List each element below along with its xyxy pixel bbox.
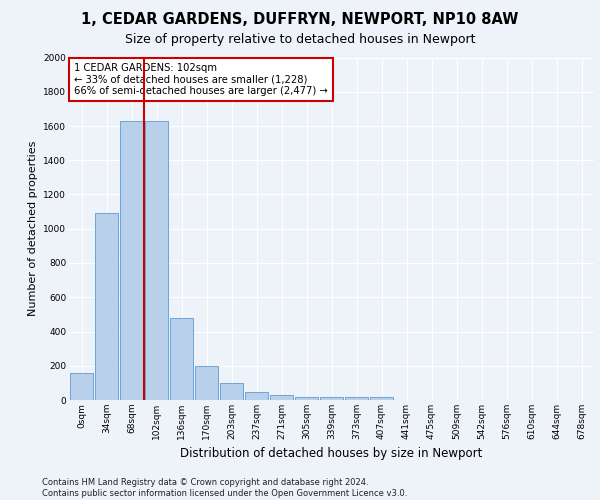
Bar: [170, 318, 193, 400]
Bar: [220, 383, 243, 400]
Bar: [345, 396, 368, 400]
Bar: [370, 396, 393, 400]
Bar: [195, 366, 218, 400]
Bar: [95, 214, 118, 400]
Bar: [120, 121, 143, 400]
Y-axis label: Number of detached properties: Number of detached properties: [28, 141, 38, 316]
Text: 1, CEDAR GARDENS, DUFFRYN, NEWPORT, NP10 8AW: 1, CEDAR GARDENS, DUFFRYN, NEWPORT, NP10…: [82, 12, 518, 28]
Bar: [70, 372, 93, 400]
Bar: [295, 396, 318, 400]
Text: 1 CEDAR GARDENS: 102sqm
← 33% of detached houses are smaller (1,228)
66% of semi: 1 CEDAR GARDENS: 102sqm ← 33% of detache…: [74, 62, 328, 96]
Text: Contains HM Land Registry data © Crown copyright and database right 2024.
Contai: Contains HM Land Registry data © Crown c…: [42, 478, 407, 498]
Bar: [245, 392, 268, 400]
Bar: [145, 121, 168, 400]
X-axis label: Distribution of detached houses by size in Newport: Distribution of detached houses by size …: [181, 448, 482, 460]
Bar: [270, 395, 293, 400]
Text: Size of property relative to detached houses in Newport: Size of property relative to detached ho…: [125, 32, 475, 46]
Bar: [320, 398, 343, 400]
